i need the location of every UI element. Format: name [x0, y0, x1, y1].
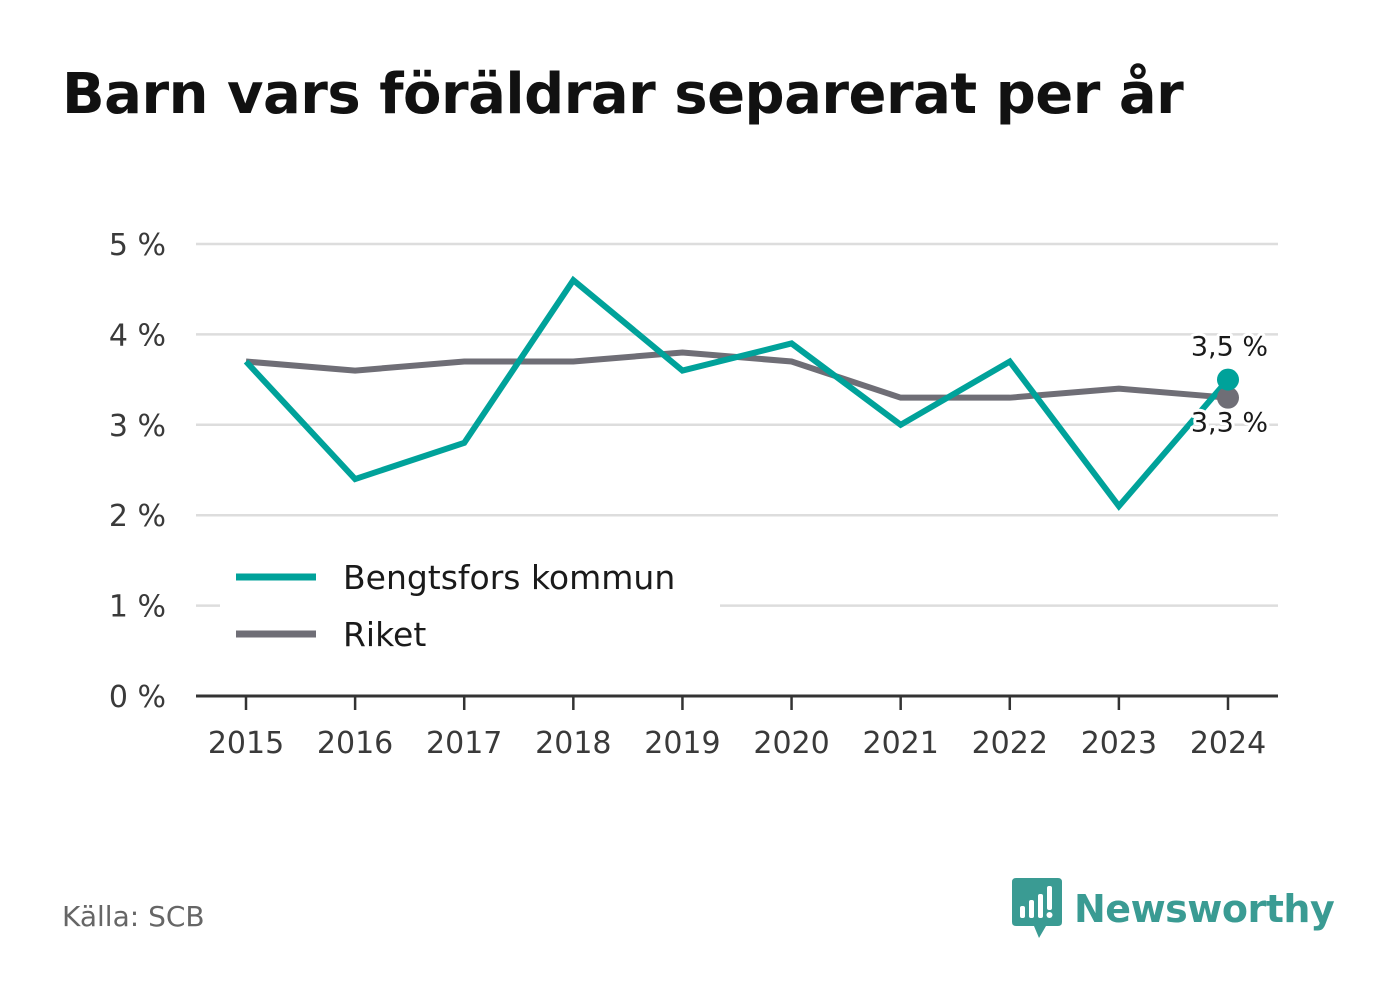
y-tick-label: 0 % — [109, 680, 166, 715]
x-tick-label: 2024 — [1190, 726, 1266, 761]
x-tick-label: 2021 — [862, 726, 938, 761]
x-tick-label: 2019 — [644, 726, 720, 761]
x-tick-label: 2015 — [208, 726, 284, 761]
series-line-kommun — [243, 275, 1231, 511]
chart-title: Barn vars föräldrar separerat per år — [62, 62, 1184, 127]
y-tick-label: 4 % — [109, 318, 166, 353]
end-labels: 3,5 % 3,3 % — [1188, 329, 1271, 442]
end-label-kommun: 3,5 % — [1191, 332, 1268, 363]
end-point-riket — [1217, 386, 1239, 409]
x-tick-label: 2016 — [317, 726, 393, 761]
y-tick-label: 3 % — [109, 409, 166, 444]
legend-background — [220, 552, 720, 667]
gridlines — [196, 242, 1278, 607]
x-tick-label: 2023 — [1081, 726, 1157, 761]
series-lines — [243, 275, 1239, 511]
brand-name: Newsworthy — [1074, 887, 1335, 931]
x-tick-label: 2022 — [972, 726, 1048, 761]
x-tick-label: 2020 — [753, 726, 829, 761]
x-tick-label: 2017 — [426, 726, 502, 761]
newsworthy-logo: Newsworthy — [1012, 878, 1335, 940]
source-note: Källa: SCB — [62, 900, 205, 933]
x-tick-label: 2018 — [535, 726, 611, 761]
newsworthy-icon — [1012, 878, 1062, 938]
end-label-riket: 3,3 % — [1191, 408, 1268, 439]
legend: Bengtsfors kommun Riket — [220, 552, 720, 667]
legend-label-riket: Riket — [343, 615, 426, 654]
y-tick-label: 1 % — [109, 590, 166, 625]
y-tick-label: 2 % — [109, 499, 166, 534]
x-axis-ticks: 2015 2016 2017 2018 2019 2020 2021 2022 2023 2024 — [208, 696, 1266, 761]
legend-label-kommun: Bengtsfors kommun — [343, 558, 675, 597]
y-axis-ticks: 0 % 1 % 2 % 3 % 4 % 5 % — [109, 228, 166, 715]
y-tick-label: 5 % — [109, 228, 166, 263]
end-point-kommun — [1217, 368, 1239, 391]
